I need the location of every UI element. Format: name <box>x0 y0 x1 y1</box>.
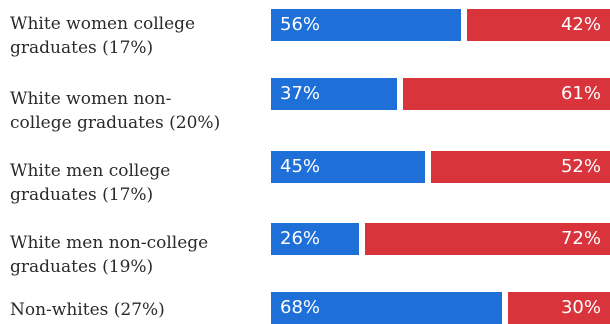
bar-segment-blue: 37% <box>271 78 397 110</box>
bar-segment-red: 52% <box>431 151 610 183</box>
bar-value-label: 56% <box>280 14 321 35</box>
bar-value-label: 72% <box>560 228 601 249</box>
bar-value-label: 45% <box>280 156 321 177</box>
bar-segment-red: 61% <box>403 78 610 110</box>
bar-value-label: 61% <box>560 83 601 104</box>
category-label: White men non-college graduates (19%) <box>10 231 260 279</box>
bar-segment-red: 72% <box>365 223 610 255</box>
bar-segment-blue: 45% <box>271 151 425 183</box>
category-label-line: White women college <box>10 14 196 34</box>
bar-segment-blue: 56% <box>271 9 461 41</box>
category-label: White women college graduates (17%) <box>10 12 260 60</box>
category-label-line: White men college <box>10 161 171 181</box>
category-label-line: Non-whites (27%) <box>10 300 165 320</box>
category-label: Non-whites (27%) <box>10 298 260 322</box>
category-label-line: White women non- <box>10 89 172 109</box>
bar-value-label: 37% <box>280 83 321 104</box>
bar-segment-blue: 26% <box>271 223 359 255</box>
category-label-line: college graduates (20%) <box>10 113 221 133</box>
category-label: White men college graduates (17%) <box>10 159 260 207</box>
bar-value-label: 42% <box>560 14 601 35</box>
bar-value-label: 68% <box>280 297 321 318</box>
category-label-line: graduates (17%) <box>10 185 154 205</box>
category-label-line: graduates (17%) <box>10 38 154 58</box>
bar-segment-blue: 68% <box>271 292 502 324</box>
bar-value-label: 30% <box>560 297 601 318</box>
bar-value-label: 26% <box>280 228 321 249</box>
category-label: White women non-college graduates (20%) <box>10 87 260 135</box>
category-label-line: White men non-college <box>10 233 209 253</box>
bar-segment-red: 30% <box>508 292 610 324</box>
category-label-line: graduates (19%) <box>10 257 154 277</box>
bar-segment-red: 42% <box>467 9 610 41</box>
bar-value-label: 52% <box>560 156 601 177</box>
